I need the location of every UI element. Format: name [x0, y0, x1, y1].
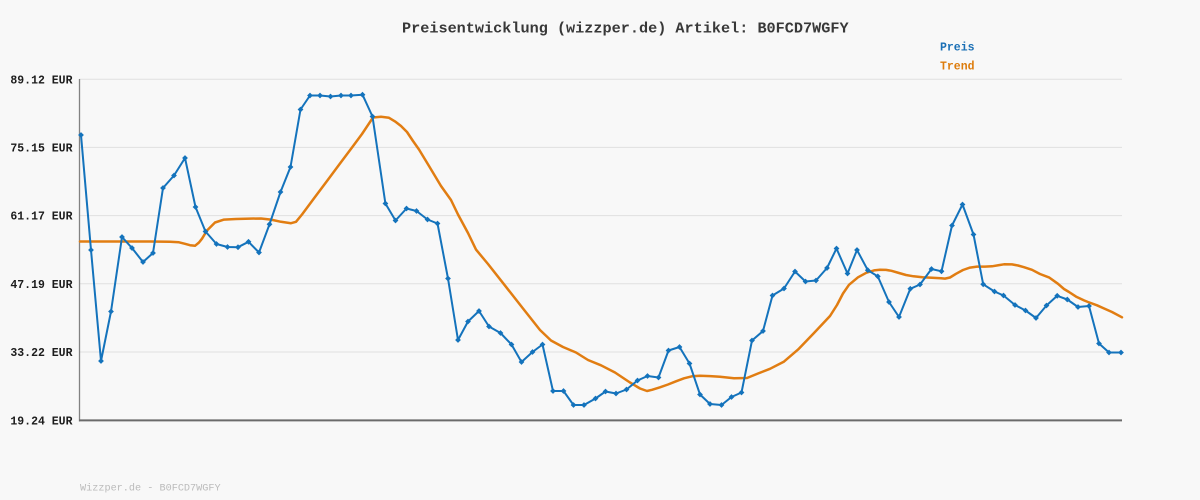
svg-text:Preisentwicklung (wizzper.de): Preisentwicklung (wizzper.de) Artikel: B… [402, 19, 849, 37]
svg-text:47.19 EUR: 47.19 EUR [10, 279, 72, 292]
svg-text:19.24 EUR: 19.24 EUR [10, 416, 72, 429]
svg-text:Preis: Preis [940, 42, 975, 55]
svg-text:89.12 EUR: 89.12 EUR [10, 74, 72, 87]
svg-text:75.15 EUR: 75.15 EUR [10, 143, 72, 156]
svg-text:33.22 EUR: 33.22 EUR [10, 347, 72, 360]
svg-text:Wizzper.de - B0FCD7WGFY: Wizzper.de - B0FCD7WGFY [80, 483, 221, 495]
svg-text:Trend: Trend [940, 61, 975, 74]
svg-text:61.17 EUR: 61.17 EUR [10, 211, 72, 224]
